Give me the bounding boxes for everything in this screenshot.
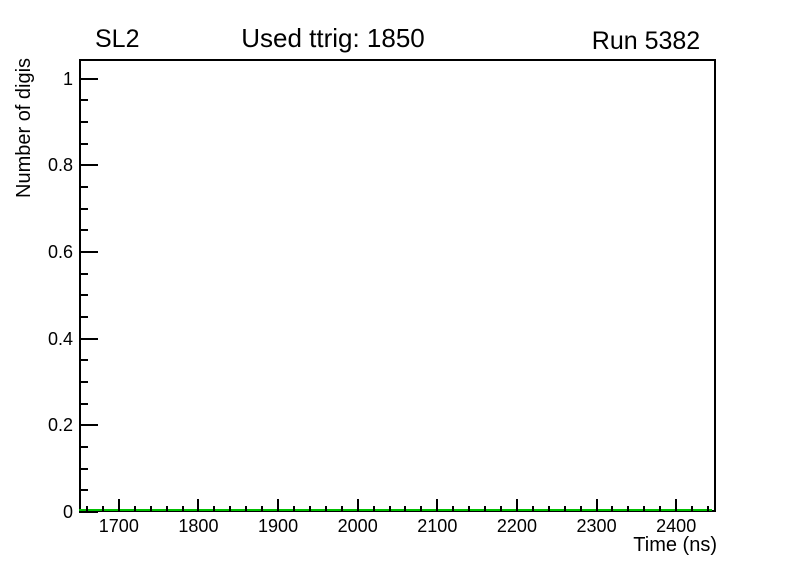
- x-minor-tick: [324, 506, 327, 512]
- x-minor-tick: [165, 506, 168, 512]
- x-minor-tick: [563, 506, 566, 512]
- x-minor-tick: [149, 506, 152, 512]
- y-minor-tick: [79, 142, 88, 145]
- x-tick-label: 2400: [656, 516, 697, 536]
- x-minor-tick: [133, 506, 136, 512]
- y-major-tick: [79, 164, 98, 167]
- y-minor-tick: [79, 120, 88, 123]
- y-minor-tick: [79, 380, 88, 383]
- y-major-tick: [79, 337, 98, 340]
- x-minor-tick: [261, 506, 264, 512]
- x-minor-tick: [292, 506, 295, 512]
- x-tick-label: 2300: [576, 516, 617, 536]
- x-major-tick: [356, 499, 359, 512]
- x-minor-tick: [707, 506, 710, 512]
- x-tick-label: 1700: [98, 516, 139, 536]
- x-minor-tick: [213, 506, 216, 512]
- y-tick-label: 0: [62, 502, 73, 522]
- x-minor-tick: [229, 506, 232, 512]
- x-minor-tick: [404, 506, 407, 512]
- x-minor-tick: [611, 506, 614, 512]
- x-major-tick: [515, 499, 518, 512]
- superlayer-label: SL2: [95, 25, 140, 53]
- x-minor-tick: [388, 506, 391, 512]
- x-major-tick: [117, 499, 120, 512]
- x-major-tick: [595, 499, 598, 512]
- x-major-tick: [436, 499, 439, 512]
- x-major-tick: [675, 499, 678, 512]
- y-minor-tick: [79, 272, 88, 275]
- y-minor-tick: [79, 229, 88, 232]
- x-minor-tick: [579, 506, 582, 512]
- x-minor-tick: [484, 506, 487, 512]
- x-minor-tick: [468, 506, 471, 512]
- y-minor-tick: [79, 445, 88, 448]
- plot-area: [79, 59, 716, 513]
- x-minor-tick: [181, 506, 184, 512]
- x-minor-tick: [308, 506, 311, 512]
- y-tick-label: 1: [62, 68, 73, 89]
- x-minor-tick: [691, 506, 694, 512]
- y-major-tick: [79, 77, 98, 80]
- plot-title: Used ttrig: 1850: [241, 23, 425, 53]
- y-minor-tick: [79, 207, 88, 210]
- y-minor-tick: [79, 489, 88, 492]
- y-tick-label: 0.8: [47, 155, 73, 176]
- x-minor-tick: [420, 506, 423, 512]
- y-minor-tick: [79, 315, 88, 318]
- x-minor-tick: [531, 506, 534, 512]
- x-minor-tick: [500, 506, 502, 512]
- run-number-label: Run 5382: [591, 27, 701, 55]
- x-minor-tick: [372, 506, 375, 512]
- x-tick-label: 1900: [258, 516, 299, 536]
- x-minor-tick: [659, 506, 662, 512]
- x-minor-tick: [452, 506, 455, 512]
- x-minor-tick: [245, 506, 248, 512]
- y-minor-tick: [79, 185, 88, 188]
- y-tick-label: 0.6: [47, 241, 73, 262]
- x-tick-label: 1800: [178, 516, 219, 536]
- plot-frame: [79, 59, 716, 512]
- y-axis-title: Number of digis: [13, 57, 35, 198]
- x-major-tick: [277, 499, 280, 512]
- series-number-of-digis: [79, 509, 713, 511]
- x-tick-label: 2000: [337, 516, 378, 536]
- x-minor-tick: [85, 506, 88, 512]
- x-minor-tick: [101, 506, 104, 512]
- y-minor-tick: [79, 99, 88, 102]
- x-minor-tick: [547, 506, 550, 512]
- y-tick-label: 0.4: [47, 328, 73, 349]
- y-major-tick: [79, 511, 98, 513]
- y-major-tick: [79, 424, 98, 427]
- x-minor-tick: [340, 506, 343, 512]
- x-axis-title: Time (ns): [633, 534, 717, 556]
- y-minor-tick: [79, 402, 88, 405]
- y-major-tick: [79, 250, 98, 253]
- y-minor-tick: [79, 467, 88, 470]
- x-minor-tick: [627, 506, 630, 512]
- x-major-tick: [197, 499, 200, 512]
- x-tick-label: 2200: [496, 516, 537, 536]
- y-minor-tick: [79, 359, 88, 362]
- y-tick-label: 0.2: [47, 415, 73, 436]
- y-minor-tick: [79, 294, 88, 297]
- x-tick-label: 2100: [417, 516, 458, 536]
- x-minor-tick: [643, 506, 646, 512]
